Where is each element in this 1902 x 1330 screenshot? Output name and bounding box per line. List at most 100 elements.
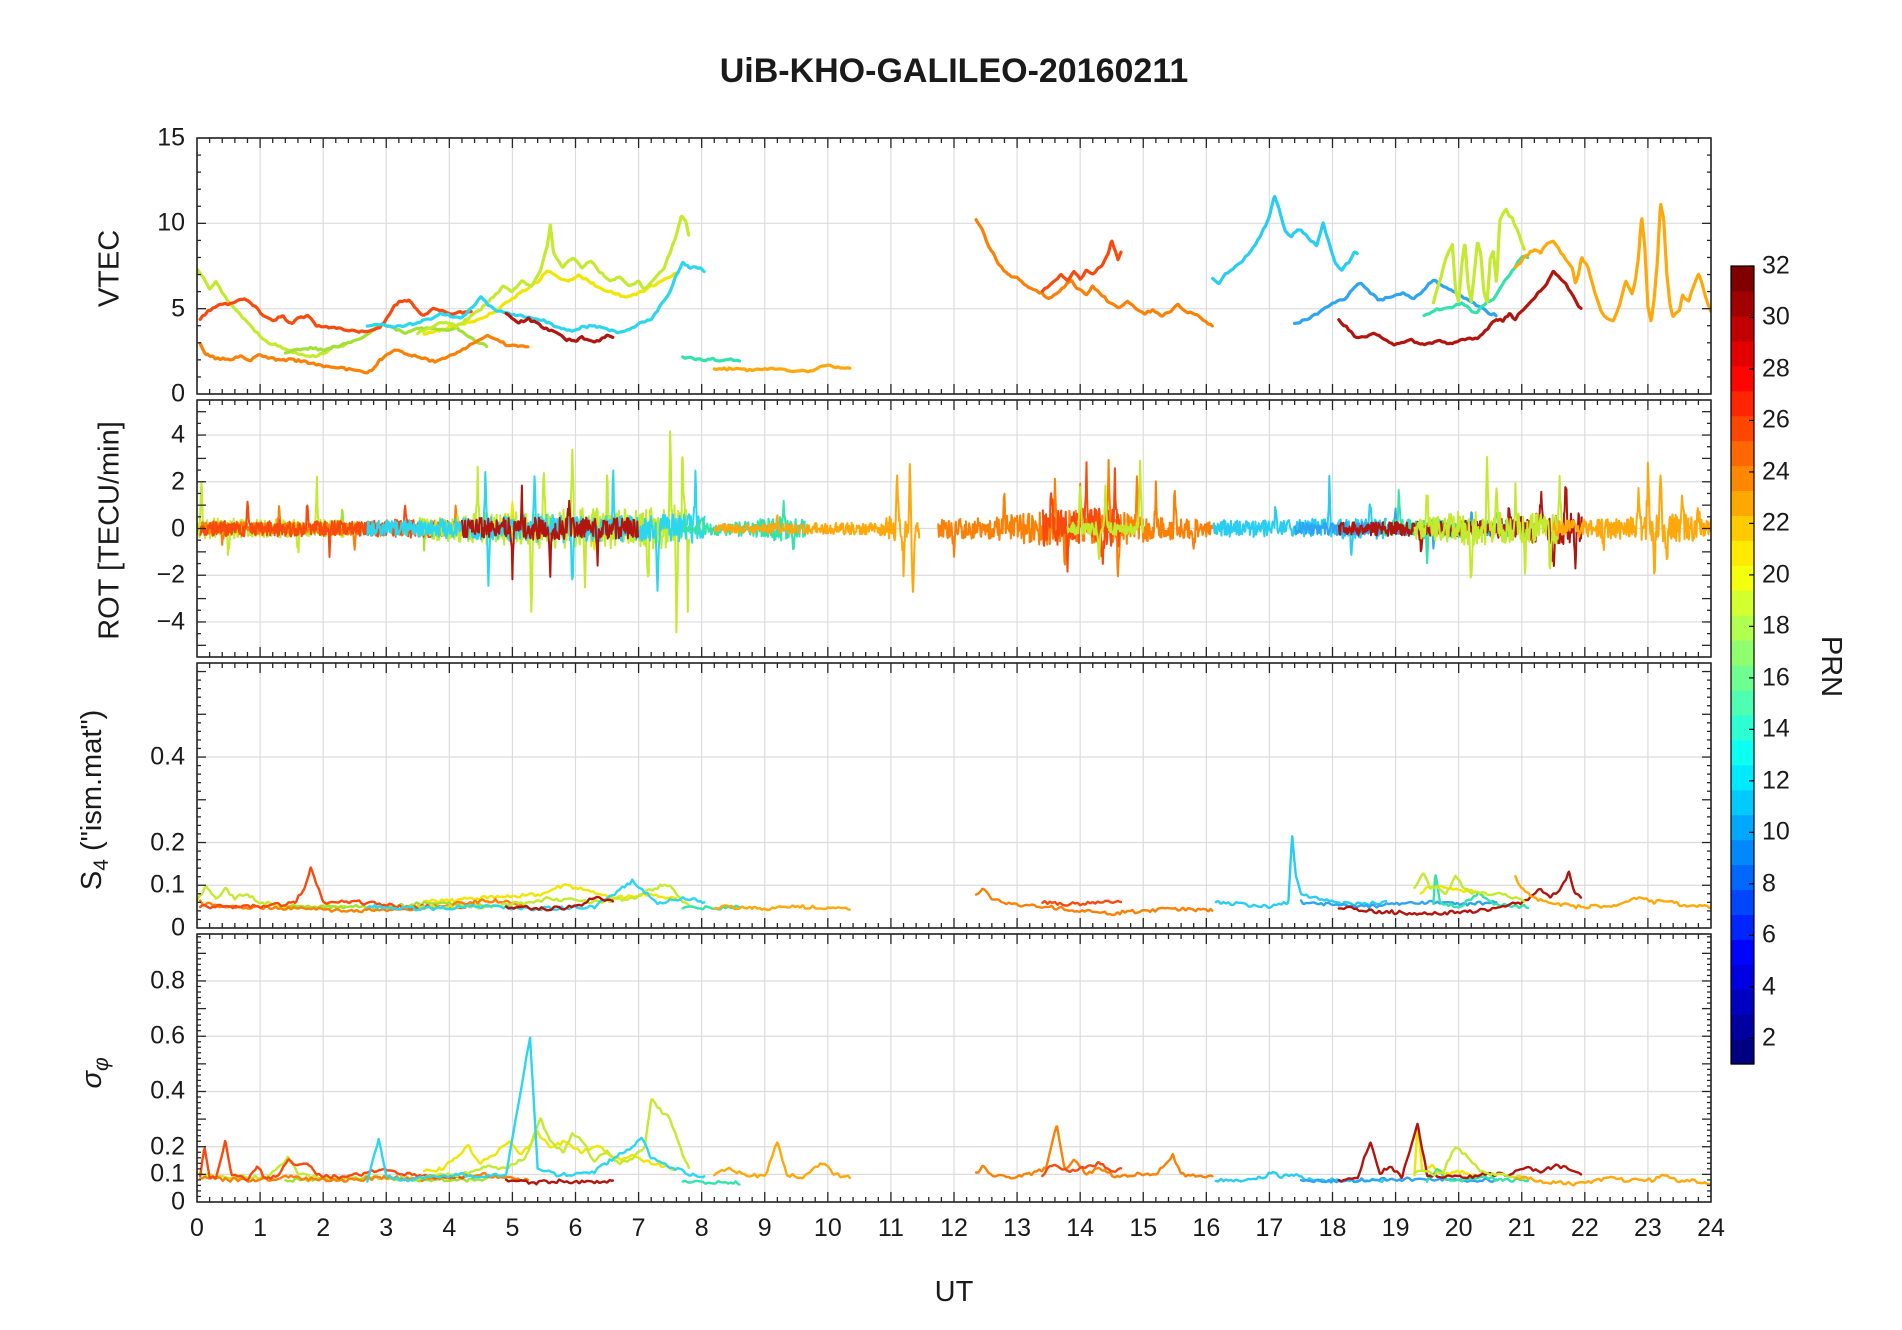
- colorbar-segment: [1731, 739, 1754, 766]
- series-prn10-vtec: [1293, 278, 1498, 325]
- series-prn18-vtec: [1431, 207, 1526, 305]
- x-tick-label: 21: [1507, 1214, 1536, 1242]
- y-tick-label-rot: 4: [171, 420, 185, 449]
- series-prn14-vtec: [1422, 254, 1530, 318]
- series-prn11-vtec: [1211, 194, 1359, 286]
- x-tick-label: 22: [1570, 1214, 1599, 1242]
- colorbar-segment: [1731, 714, 1754, 741]
- x-tick-label: 13: [1003, 1214, 1031, 1242]
- colorbar-tick-label: 26: [1762, 405, 1790, 434]
- x-tick-label: 5: [505, 1214, 520, 1242]
- series-prn24-s4: [974, 887, 1214, 917]
- colorbar-segment: [1731, 465, 1754, 492]
- series-prn18-vtec: [416, 214, 691, 336]
- x-tick-label: 2: [316, 1214, 331, 1242]
- colorbar-segment: [1731, 515, 1754, 541]
- y-tick-label-s4: 0.1: [150, 870, 185, 899]
- colorbar-segment: [1731, 290, 1754, 317]
- colorbar-tick-label: 18: [1762, 611, 1790, 640]
- colorbar-tick-label: 8: [1762, 869, 1776, 898]
- colorbar-segment: [1731, 889, 1754, 915]
- series-prn30-sigphi: [504, 1178, 614, 1186]
- series-prn23-vtec: [712, 363, 852, 374]
- series-prn23-rot: [713, 463, 921, 593]
- y-tick-label-rot: 2: [171, 467, 185, 496]
- colorbar-tick-label: 4: [1762, 972, 1776, 1001]
- series-prn18-rot: [1413, 456, 1564, 579]
- series-prn30-rot: [460, 484, 640, 581]
- series-prn23-rot: [1552, 461, 1711, 575]
- x-tick-label: 9: [757, 1214, 772, 1242]
- colorbar-tick-label: 20: [1762, 560, 1790, 589]
- y-tick-label-sigphi: 0.4: [150, 1076, 185, 1105]
- x-tick-label: 17: [1255, 1214, 1284, 1242]
- y-tick-label-rot: 0: [171, 514, 185, 542]
- y-tick-label-s4: 0.4: [150, 742, 185, 771]
- series-prn19-vtec: [422, 269, 678, 336]
- series-prn23-vtec: [1513, 202, 1711, 323]
- colorbar-segment: [1731, 540, 1754, 566]
- series-prn30-vtec: [504, 311, 615, 344]
- x-tick-label: 6: [568, 1214, 583, 1242]
- y-tick-label-sigphi: 0.2: [150, 1132, 185, 1161]
- series-prn11-rot: [1212, 475, 1388, 556]
- colorbar-tick-label: 12: [1762, 766, 1790, 795]
- colorbar-segment: [1731, 665, 1754, 691]
- x-axis-label: UT: [934, 1276, 974, 1308]
- colorbar-tick-label: 32: [1762, 251, 1790, 280]
- series-prn30-rot: [1337, 486, 1583, 570]
- series-prn18-sigphi: [416, 1098, 690, 1181]
- x-tick-label: 7: [631, 1214, 646, 1242]
- series-prn30-s4: [1337, 870, 1583, 916]
- series-prn23-s4: [1514, 875, 1711, 910]
- series-prn23-sigphi: [1514, 1173, 1711, 1187]
- y-axis-label-sigphi: σφ: [76, 1057, 113, 1089]
- colorbar-segment: [1731, 340, 1754, 367]
- colorbar-segment: [1731, 789, 1754, 816]
- y-tick-label-vtec: 15: [157, 123, 185, 152]
- x-tick-label: 8: [694, 1214, 709, 1242]
- y-tick-label-sigphi: 0.1: [150, 1159, 185, 1188]
- series-prn12-vtec: [365, 260, 706, 335]
- colorbar-segment: [1731, 1014, 1754, 1040]
- series-prn14-vtec: [681, 355, 742, 363]
- colorbar-tick-label: 10: [1762, 817, 1790, 846]
- colorbar: [1730, 265, 1755, 1065]
- series-prn23-sigphi: [713, 1141, 851, 1180]
- colorbar-segment: [1731, 689, 1754, 716]
- panel-data-rot: [197, 430, 1711, 634]
- series-prn24-vtec: [974, 218, 1214, 328]
- colorbar-label: PRN: [1815, 635, 1848, 698]
- colorbar-segment: [1731, 490, 1754, 516]
- x-tick-label: 0: [190, 1214, 204, 1242]
- x-tick-label: 19: [1381, 1214, 1410, 1242]
- series-prn30-sigphi: [1337, 1122, 1583, 1183]
- colorbar-segment: [1731, 839, 1754, 866]
- series-prn26-sigphi: [1041, 1161, 1123, 1178]
- y-tick-label-sigphi: 0.6: [150, 1021, 185, 1050]
- colorbar-tick-label: 6: [1762, 920, 1776, 949]
- series-prn19-sigphi: [1413, 1122, 1485, 1179]
- x-tick-label: 18: [1318, 1214, 1347, 1242]
- colorbar-segment: [1731, 365, 1754, 392]
- y-tick-label-vtec: 0: [171, 379, 185, 408]
- x-tick-label: 23: [1634, 1214, 1662, 1242]
- series-prn26-vtec: [198, 297, 473, 334]
- chart-title: UiB-KHO-GALILEO-20160211: [719, 52, 1189, 90]
- series-prn14-sigphi: [681, 1179, 741, 1186]
- series-prn18-vtec: [197, 267, 347, 359]
- colorbar-segment: [1731, 964, 1754, 990]
- y-tick-label-s4: 0.2: [150, 828, 185, 857]
- panel-data-s4: [197, 835, 1711, 917]
- series-prn14-rot: [681, 499, 807, 551]
- series-prn23-s4: [713, 904, 851, 912]
- colorbar-tick-label: 16: [1762, 663, 1790, 692]
- colorbar-tick-label: 2: [1762, 1023, 1776, 1052]
- series-prn26-vtec: [1040, 239, 1123, 293]
- series-prn11-s4: [1214, 835, 1388, 910]
- x-tick-label: 20: [1444, 1214, 1473, 1242]
- series-prn26-s4: [1041, 899, 1123, 907]
- y-tick-label-vtec: 5: [171, 294, 185, 323]
- colorbar-segment: [1731, 764, 1754, 791]
